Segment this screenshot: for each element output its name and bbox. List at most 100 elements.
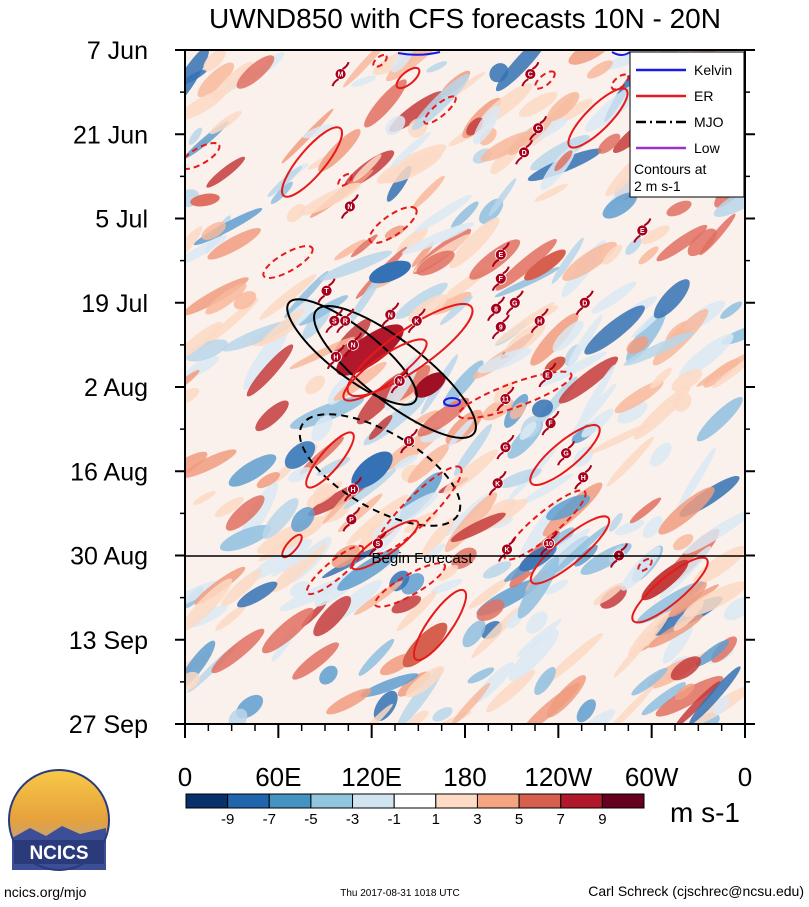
storm-markers: MCCDNEEFTGD8NKSRH9NHEN11FBGGHKHPS10KI: [317, 61, 652, 568]
field-blob: [696, 351, 745, 387]
field-blob: [638, 246, 659, 265]
storm-marker-label: N: [397, 378, 402, 385]
field-blob: [626, 336, 649, 354]
colorbar-label: -9: [221, 811, 234, 828]
field-blob: [720, 301, 743, 319]
field-blob: [262, 498, 299, 539]
field-blob: [209, 111, 242, 135]
storm-marker-dot: [345, 513, 358, 526]
storm-marker-label: H: [350, 487, 355, 494]
storm-marker-arm: [538, 362, 557, 388]
field-blob: [205, 283, 247, 315]
field-blob: [576, 699, 596, 723]
legend-label: Low: [694, 140, 721, 156]
field-blob: [495, 50, 551, 92]
field-blob: [255, 400, 289, 432]
field-blob: [519, 421, 537, 440]
er-contour-negative: [423, 95, 457, 125]
field-blob: [530, 134, 590, 171]
storm-marker-dot: [524, 68, 537, 80]
storm-marker-arm: [557, 440, 576, 466]
field-blob: [589, 422, 652, 454]
footer-right: Carl Schreck (cjschrec@ncsu.edu): [588, 883, 804, 899]
field-blob: [641, 559, 689, 601]
field-blob: [509, 402, 526, 420]
field-blob: [448, 418, 474, 448]
field-blob: [390, 131, 431, 168]
y-tick-label: 19 Jul: [81, 290, 148, 318]
colorbar-box: [310, 793, 354, 809]
field-blob: [553, 525, 608, 574]
field-blob: [394, 454, 418, 470]
field-blob: [631, 667, 668, 696]
field-blob: [482, 561, 512, 579]
field-blob: [185, 226, 203, 265]
storm-marker-arm: [344, 477, 362, 502]
field-blob: [358, 638, 395, 676]
field-blob: [695, 640, 729, 667]
colorbar-box: [185, 793, 229, 809]
field-blob: [658, 487, 715, 535]
field-blob: [212, 61, 254, 101]
er-contour: [395, 66, 421, 90]
field-blob: [185, 671, 200, 691]
field-blob: [606, 436, 655, 487]
field-blob: [683, 510, 745, 554]
storm-marker: K: [488, 470, 507, 496]
field-blob: [313, 481, 343, 505]
storm-marker-dot: [578, 296, 591, 309]
field-blob: [364, 79, 407, 128]
storm-marker-label: P: [349, 517, 354, 524]
field-blob: [259, 274, 317, 320]
field-blob: [207, 227, 261, 260]
field-blob: [203, 50, 226, 72]
field-blob: [569, 383, 617, 439]
storm-marker-label: H: [537, 318, 542, 325]
storm-marker: T: [317, 278, 336, 304]
storm-marker-arm: [326, 344, 345, 370]
storm-marker-arm: [496, 434, 515, 460]
storm-marker-label: N: [350, 342, 355, 349]
storm-marker-dot: [501, 543, 513, 556]
storm-marker-dot: [393, 375, 406, 387]
field-blob: [653, 279, 690, 319]
field-blob: [494, 267, 560, 298]
field-blob: [185, 321, 223, 360]
field-blob: [449, 217, 500, 269]
field-blob: [319, 665, 338, 685]
field-blob: [417, 397, 470, 437]
storm-marker-arm: [633, 218, 652, 243]
storm-marker-arm: [491, 266, 510, 291]
field-blob: [185, 277, 249, 316]
storm-marker-dot: [494, 320, 507, 333]
x-tick-label: 60E: [255, 762, 301, 792]
field-blob: [617, 401, 648, 424]
storm-marker-arm: [521, 61, 540, 87]
field-blob: [201, 221, 226, 240]
field-blob: [236, 55, 275, 89]
field-blob: [350, 75, 377, 87]
storm-marker-dot: [490, 302, 503, 315]
field-blob: [327, 374, 354, 405]
storm-marker-label: K: [414, 318, 419, 325]
storm-marker: H: [574, 464, 593, 490]
storm-marker-arm: [491, 314, 510, 340]
field-blob: [289, 396, 365, 429]
storm-marker-label: F: [499, 276, 504, 283]
field-blob: [432, 707, 453, 722]
field-blob: [593, 582, 624, 606]
field-blob: [360, 673, 419, 698]
y-tick-label: 7 Jun: [87, 37, 148, 65]
storm-marker: H: [344, 477, 362, 502]
field-blob: [346, 494, 409, 545]
storm-marker-arm: [331, 61, 350, 87]
field-blob: [531, 399, 554, 418]
field-blob: [350, 234, 378, 258]
storm-marker-arm: [407, 308, 426, 334]
storm-marker-dot: [499, 393, 512, 405]
field-blob: [225, 495, 265, 531]
storm-marker-arm: [487, 296, 506, 322]
storm-marker-arm: [368, 531, 387, 556]
field-blob: [228, 454, 277, 487]
storm-marker-label: G: [563, 451, 569, 458]
